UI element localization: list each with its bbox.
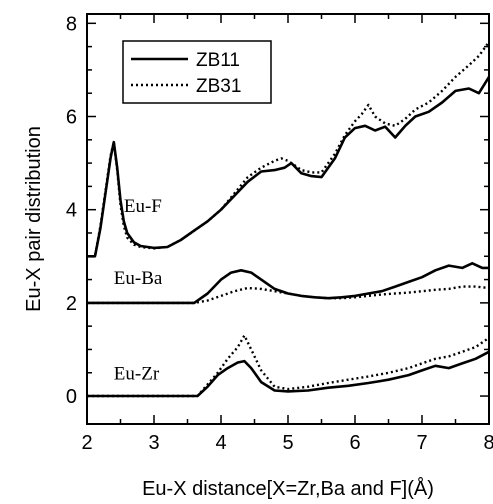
y-tick-label: 8 (66, 13, 77, 35)
y-tick-label: 2 (66, 293, 77, 315)
x-tick-label: 2 (81, 432, 92, 454)
series-line-eu-ba-zb31 (87, 285, 490, 305)
y-tick-label: 4 (66, 200, 77, 222)
annotation-eu-zr: Eu-Zr (114, 364, 160, 385)
legend-label-zb11: ZB11 (196, 50, 240, 71)
tick-labels: 2 3 4 5 6 7 8 0 2 4 6 8 (66, 13, 493, 454)
legend-label-zb31: ZB31 (196, 76, 241, 97)
annotation-eu-f: Eu-F (124, 196, 162, 217)
series-layer (87, 41, 491, 398)
y-tick-label: 6 (66, 107, 77, 129)
x-axis-title: Eu-X distance[X=Zr,Ba and F](Å) (142, 477, 434, 500)
x-tick-label: 3 (148, 432, 159, 454)
x-tick-label: 6 (349, 432, 360, 454)
y-axis-title: Eu-X pair distribution (23, 126, 45, 312)
axis-ticks (86, 14, 490, 424)
legend-box (122, 40, 272, 104)
annotation-layer: Eu-F Eu-Ba Eu-Zr (114, 196, 163, 385)
series-line-eu-f-zb11 (87, 76, 491, 258)
series-line-eu-f-zb31 (87, 41, 490, 258)
y-tick-label: 0 (66, 386, 77, 408)
x-tick-label: 7 (416, 432, 427, 454)
x-tick-label: 8 (483, 432, 493, 454)
legend: ZB11 ZB31 (122, 40, 272, 104)
x-tick-label: 5 (282, 432, 293, 454)
series-line-eu-zr-zb31 (87, 334, 490, 398)
series-line-eu-zr-zb11 (87, 350, 490, 398)
annotation-eu-ba: Eu-Ba (114, 268, 163, 289)
x-tick-label: 4 (215, 432, 226, 454)
